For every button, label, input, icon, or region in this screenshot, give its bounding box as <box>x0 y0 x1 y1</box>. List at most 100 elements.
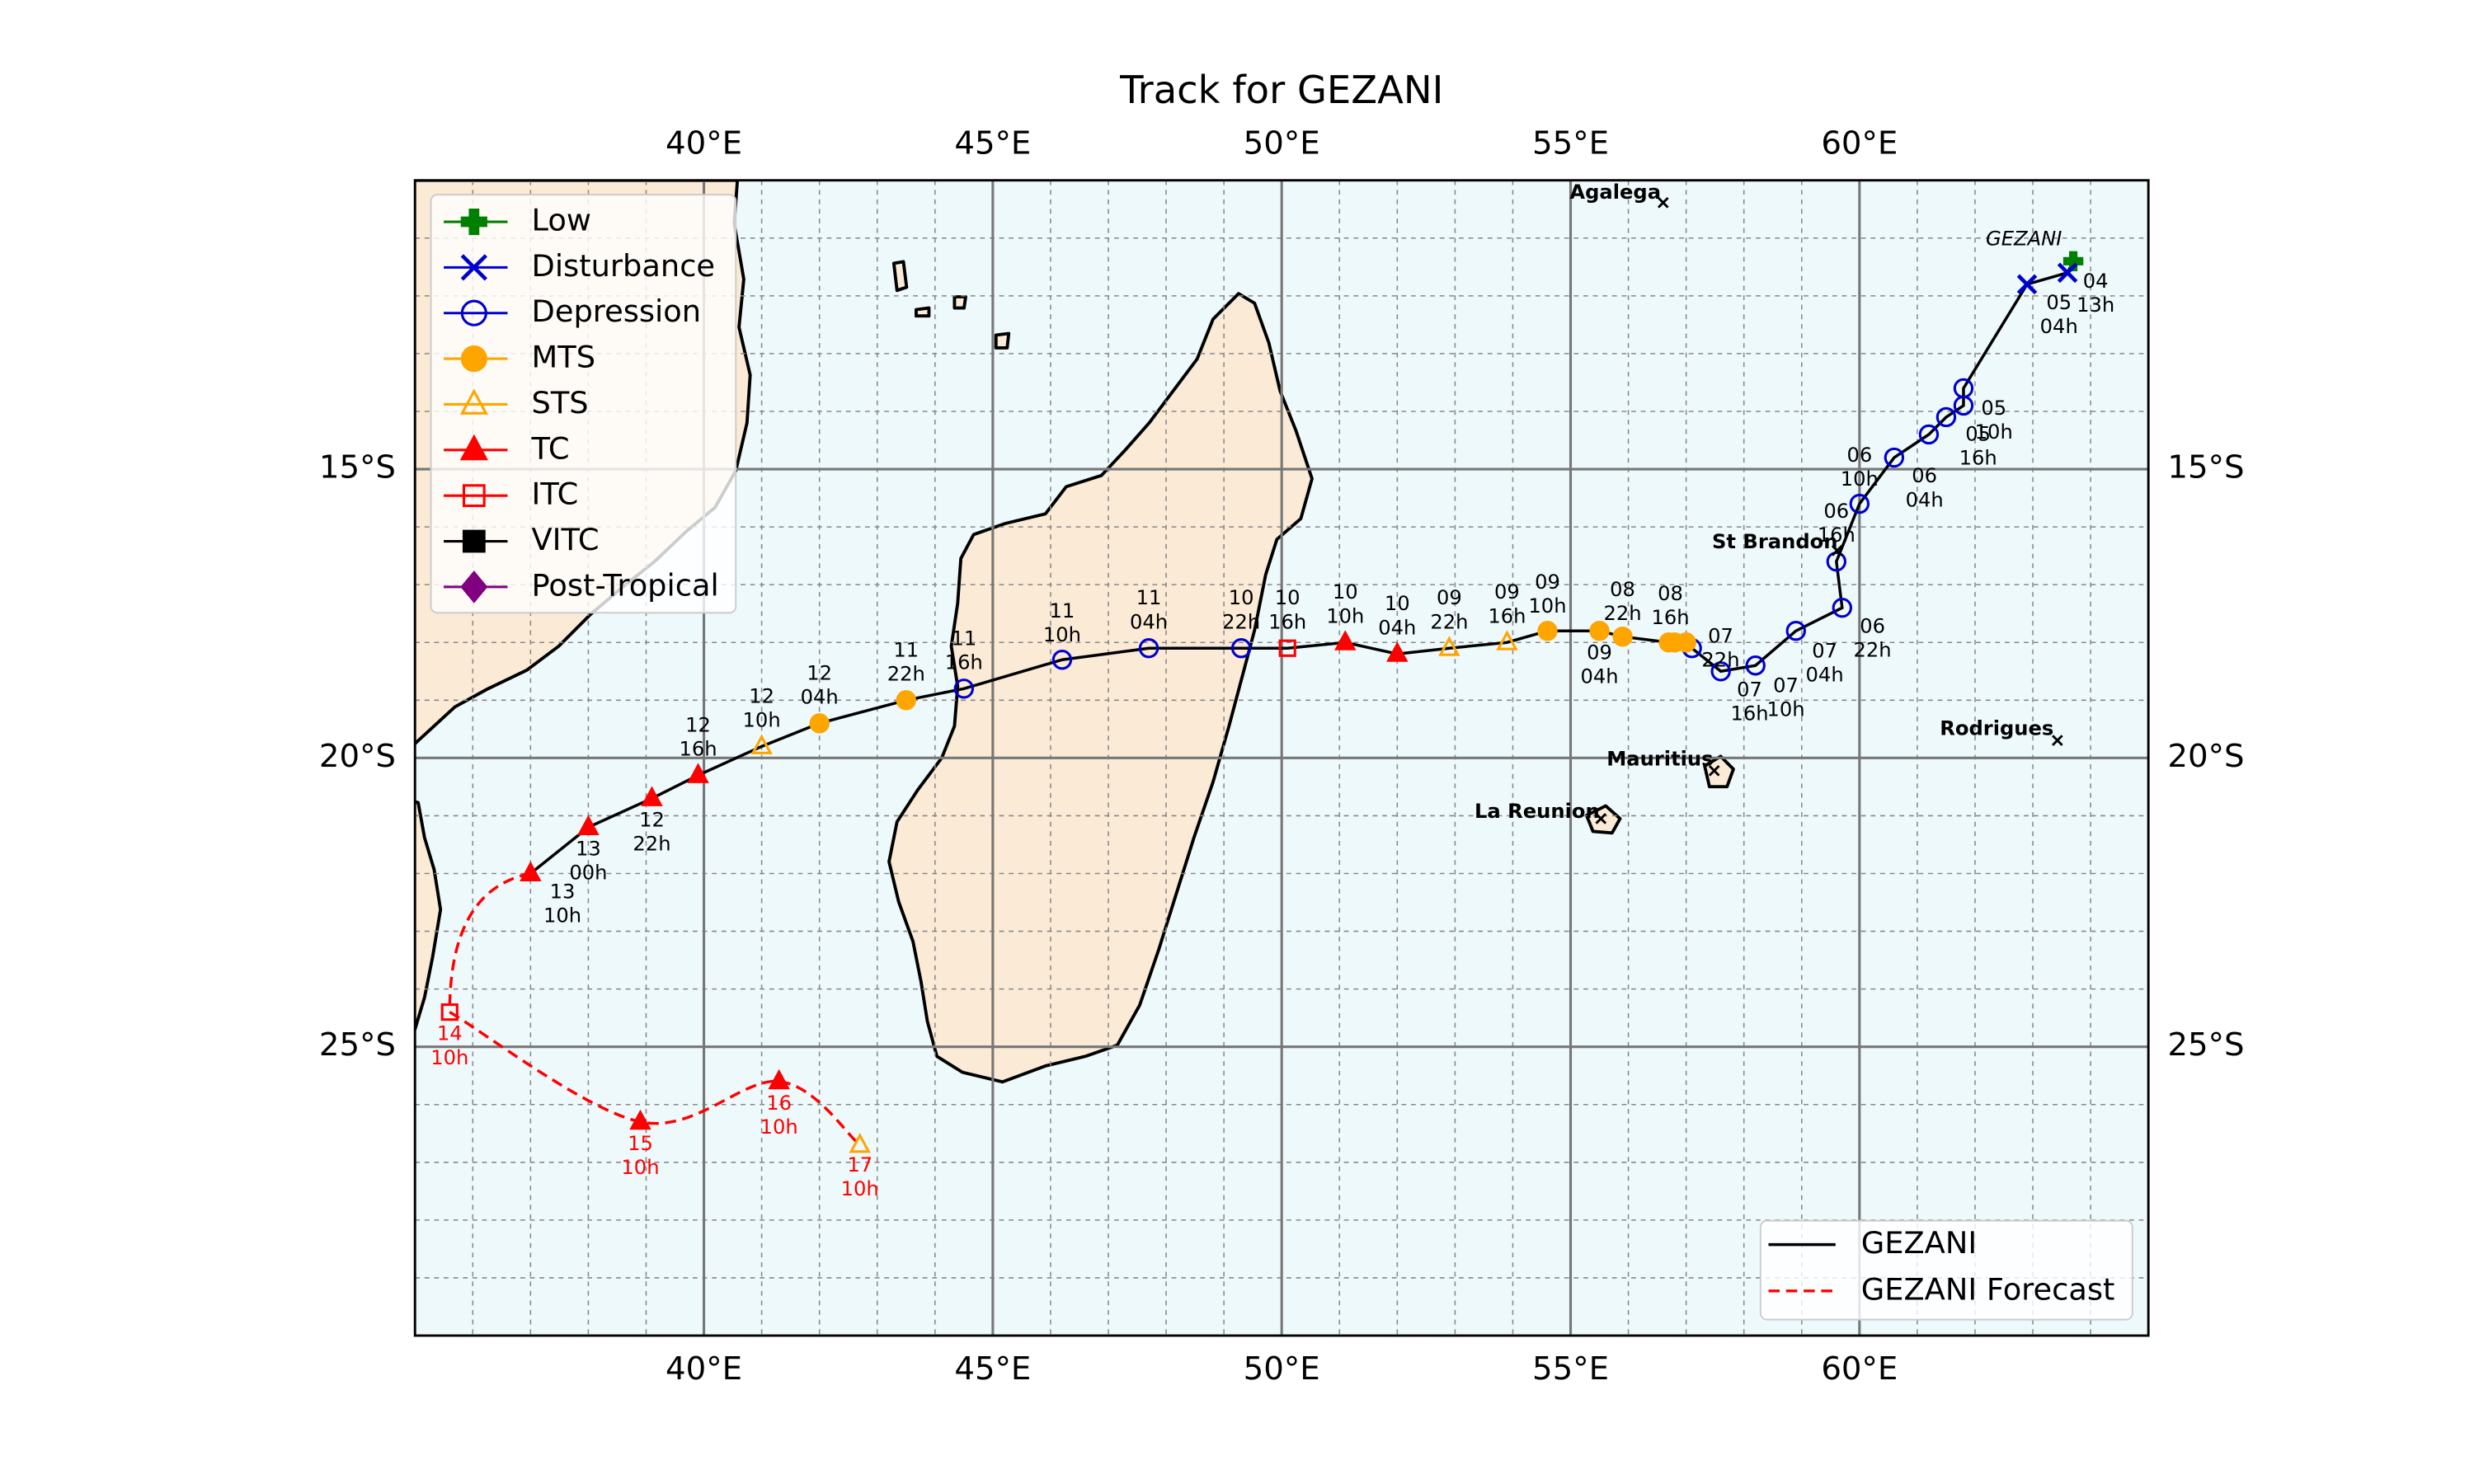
point-day: 07 <box>1812 639 1837 662</box>
point-day: 07 <box>1773 674 1799 697</box>
point-day: 04 <box>2083 270 2109 293</box>
legend-label: Depression <box>532 294 702 329</box>
point-hour: 10h <box>743 708 781 731</box>
marker <box>1935 406 1957 428</box>
x-tick-label: 45°E <box>954 125 1031 162</box>
point-day: 09 <box>1437 586 1462 609</box>
point-day: 11 <box>1136 586 1162 609</box>
point-hour: 16h <box>1268 610 1306 633</box>
marker <box>460 345 487 373</box>
point-day: 14 <box>437 1022 463 1045</box>
legend-label: GEZANI <box>1861 1225 1977 1261</box>
marker <box>1832 597 1853 618</box>
point-day: 16 <box>766 1092 792 1115</box>
point-hour: 10h <box>841 1177 879 1200</box>
point-day: 06 <box>1860 614 1885 637</box>
marker <box>1612 627 1633 647</box>
madagascar <box>887 292 1314 1084</box>
storm-label: GEZANI <box>1986 227 2062 250</box>
point-day: 09 <box>1494 580 1520 603</box>
place-label: La Reunion <box>1475 800 1600 823</box>
marker <box>2062 251 2084 271</box>
x-tick-label: 60°E <box>1821 125 1898 162</box>
map-frame <box>413 179 2150 1337</box>
legend-label: Post-Tropical <box>532 567 719 603</box>
point-day: 10 <box>1385 592 1410 615</box>
point-hour: 10h <box>1326 604 1364 627</box>
marker <box>520 861 542 882</box>
marker <box>1918 424 1940 445</box>
point-day: 11 <box>951 627 976 650</box>
point-hour: 16h <box>679 737 717 760</box>
marker <box>1953 395 1974 416</box>
point-hour: 10h <box>1975 420 2013 444</box>
marker <box>462 529 486 553</box>
marker <box>1785 621 1806 641</box>
point-day: 07 <box>1737 678 1762 701</box>
line-legend: GEZANI GEZANI Forecast <box>1759 1219 2133 1321</box>
point-hour: 22h <box>1701 649 1739 672</box>
point-hour: 16h <box>1818 524 1856 547</box>
point-day: 12 <box>807 661 832 684</box>
point-hour: 10h <box>1841 467 1879 491</box>
marker <box>953 679 975 699</box>
legend-label: Low <box>532 203 591 238</box>
place-label: Mauritius <box>1606 747 1713 770</box>
y-tick-label: 15°S <box>2167 449 2244 486</box>
comoros-3 <box>952 295 967 310</box>
point-day: 15 <box>628 1132 653 1155</box>
marker <box>1589 621 1610 641</box>
marker <box>459 388 488 415</box>
marker <box>460 254 487 281</box>
marker <box>687 763 709 783</box>
marker <box>1051 650 1073 670</box>
point-day: 11 <box>893 638 919 661</box>
point-day: 09 <box>1535 571 1560 594</box>
point-day: 12 <box>685 713 711 736</box>
place-marker <box>1595 813 1607 824</box>
point-day: 05 <box>2046 291 2072 314</box>
marker <box>1138 638 1159 659</box>
point-day: 06 <box>1823 500 1849 523</box>
point-day: 10 <box>1229 586 1254 609</box>
marker <box>750 734 773 754</box>
point-day: 05 <box>1981 397 2006 420</box>
marker <box>1537 621 1558 641</box>
africa-south <box>415 800 443 1031</box>
point-day: 10 <box>1275 586 1300 609</box>
marker <box>1658 632 1679 653</box>
legend-label: MTS <box>532 340 596 375</box>
marker <box>1230 638 1252 659</box>
track-line <box>449 1011 861 1147</box>
comoros-4 <box>994 331 1011 350</box>
point-hour: 22h <box>1854 638 1892 661</box>
point-hour: 22h <box>1604 602 1642 625</box>
marker <box>459 434 488 461</box>
point-hour: 22h <box>887 662 925 685</box>
grid <box>415 180 2149 1336</box>
legend-box <box>1759 1219 2133 1321</box>
marker <box>629 1109 651 1130</box>
point-day: 08 <box>1658 582 1683 605</box>
point-hour: 10h <box>621 1156 659 1179</box>
chart-title: Track for GEZANI <box>1119 68 1443 112</box>
legend: Low Disturbance Depression MTS STS TC ITC VITC P… <box>430 194 737 614</box>
point-day: 06 <box>1846 444 1872 467</box>
marker <box>1745 655 1766 676</box>
legend-label: VITC <box>532 522 600 557</box>
point-hour: 00h <box>569 862 607 885</box>
point-hour: 04h <box>1378 616 1416 639</box>
point-hour: 10h <box>1528 594 1566 618</box>
marker <box>1884 447 1905 468</box>
legend-label: ITC <box>532 477 579 512</box>
place-marker <box>1708 765 1720 777</box>
marker <box>1496 630 1518 650</box>
marker <box>460 571 488 603</box>
point-hour: 04h <box>1580 665 1618 688</box>
marker <box>896 690 916 711</box>
legend-label: Disturbance <box>532 248 716 284</box>
point-hour: 10h <box>1043 623 1081 646</box>
point-hour: 04h <box>1130 610 1168 633</box>
x-tick-label: 50°E <box>1244 1350 1320 1388</box>
